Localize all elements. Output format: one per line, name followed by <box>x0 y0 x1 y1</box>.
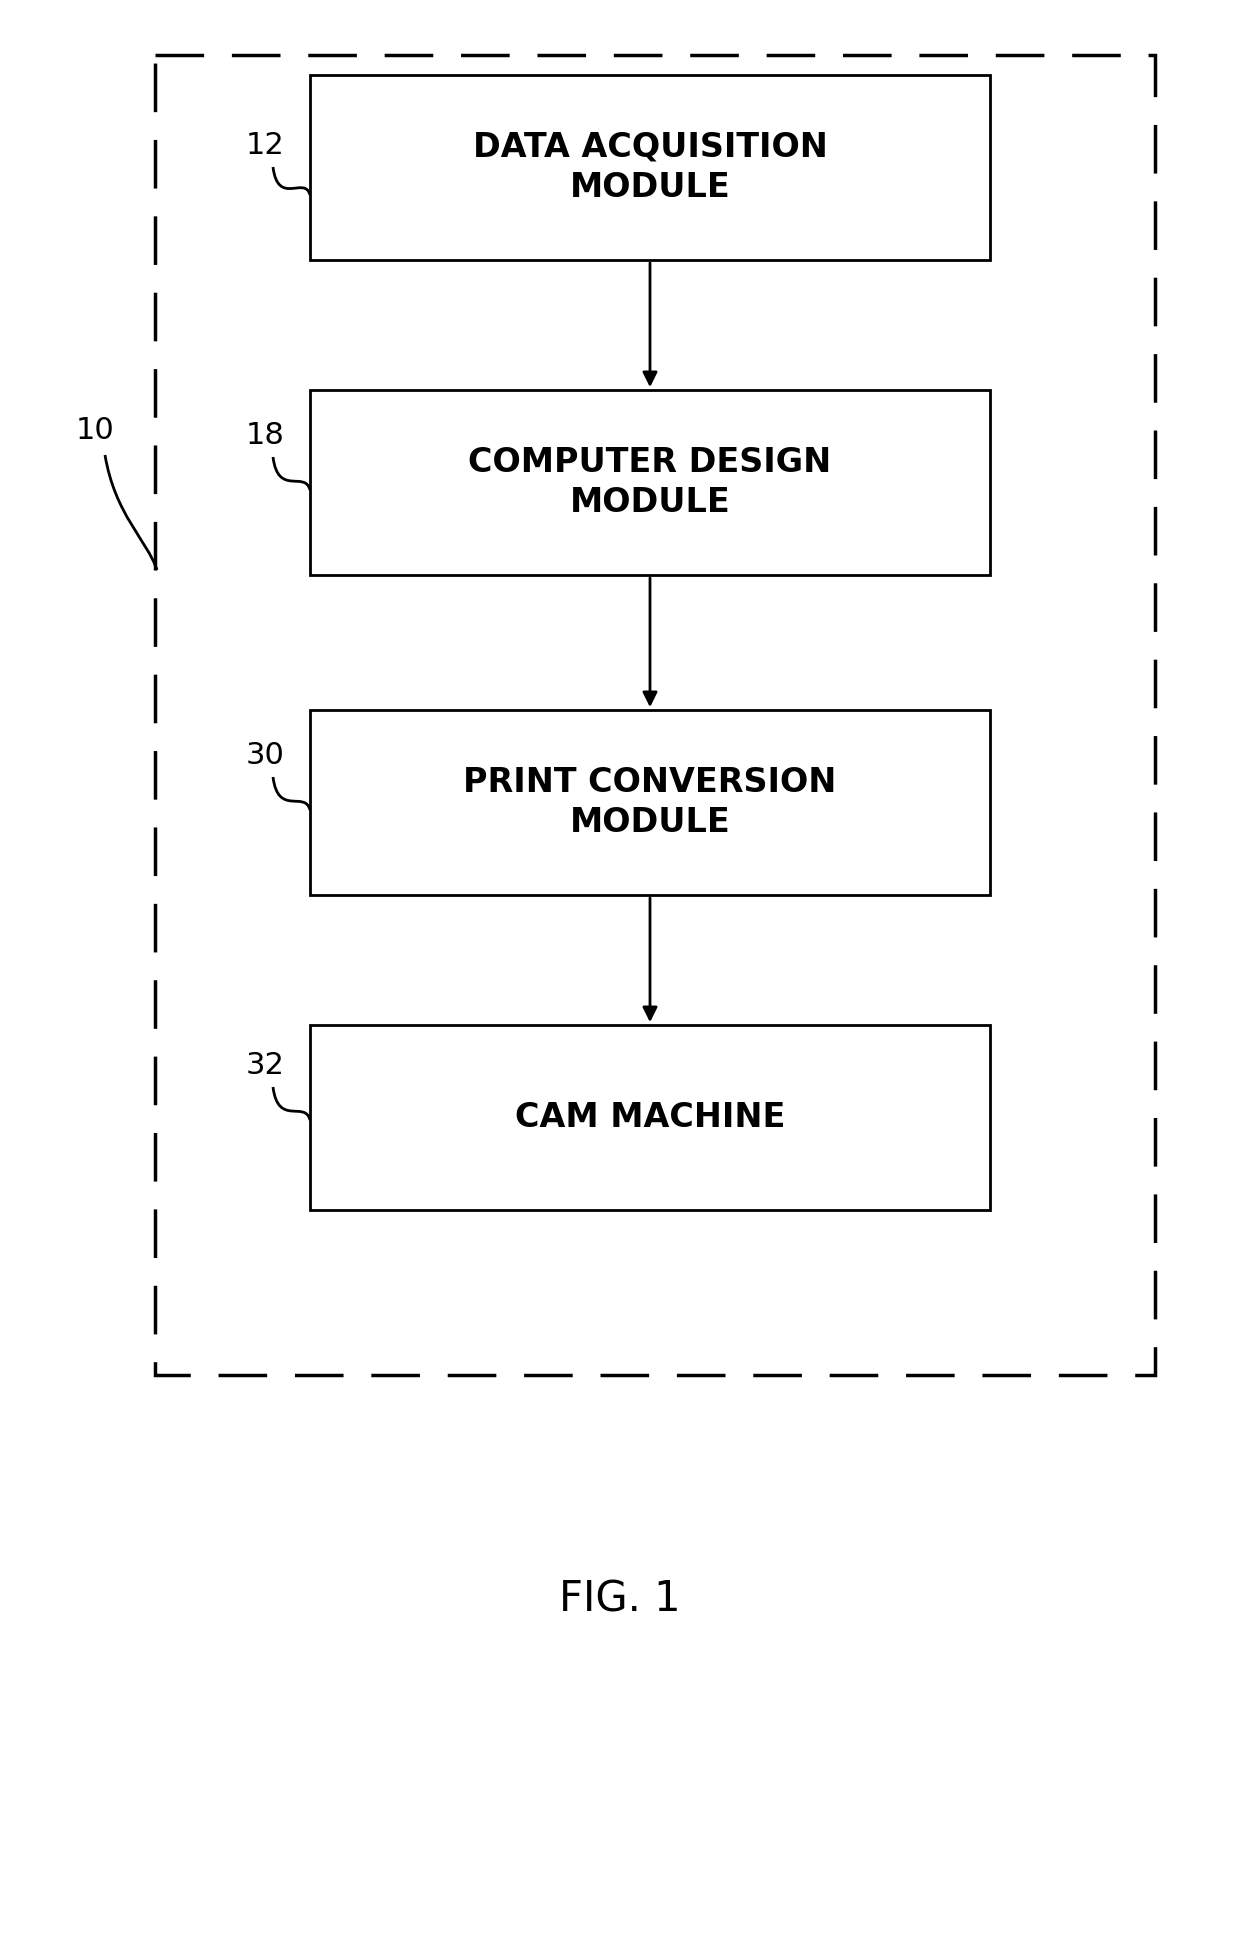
Bar <box>310 76 990 260</box>
Text: PRINT CONVERSION
MODULE: PRINT CONVERSION MODULE <box>464 766 837 839</box>
Text: CAM MACHINE: CAM MACHINE <box>515 1101 785 1134</box>
Text: 10: 10 <box>76 415 114 444</box>
Bar <box>310 709 990 895</box>
Bar <box>310 1025 990 1209</box>
Text: 12: 12 <box>246 130 284 159</box>
Text: COMPUTER DESIGN
MODULE: COMPUTER DESIGN MODULE <box>469 446 832 519</box>
Text: 32: 32 <box>246 1050 284 1079</box>
Bar <box>155 54 1154 1374</box>
Text: FIG. 1: FIG. 1 <box>559 1579 681 1620</box>
Text: 18: 18 <box>246 421 284 450</box>
Text: 30: 30 <box>246 740 284 769</box>
Bar <box>310 390 990 576</box>
Text: DATA ACQUISITION
MODULE: DATA ACQUISITION MODULE <box>472 130 827 203</box>
